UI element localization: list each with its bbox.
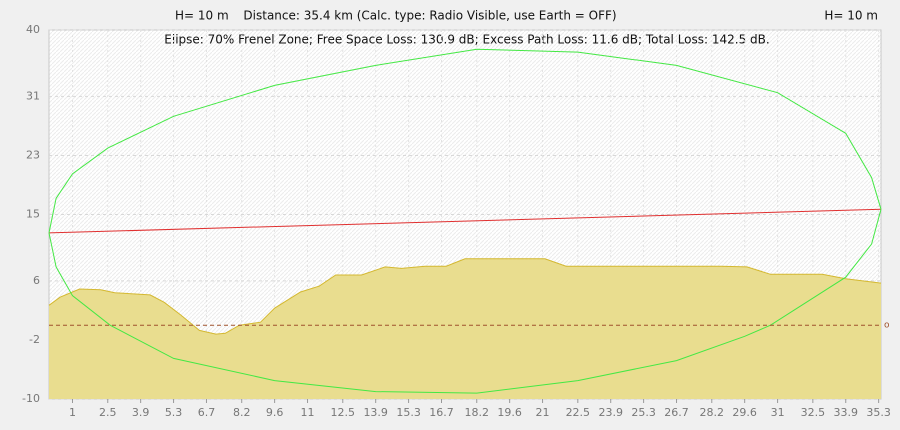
- x-tick-label: 31: [771, 406, 785, 419]
- y-tick-label: 15: [26, 208, 40, 221]
- x-tick-label: 16.7: [429, 406, 454, 419]
- x-tick-label: 26.7: [664, 406, 689, 419]
- y-tick-label: -10: [22, 392, 40, 405]
- series-line: [48, 48, 882, 234]
- x-tick-label: 29.6: [732, 406, 757, 419]
- x-tick-label: 23.9: [598, 406, 623, 419]
- reference-marker: o: [884, 321, 890, 331]
- series-line: [48, 208, 882, 234]
- y-tick-label: 23: [26, 148, 40, 161]
- x-tick-label: 13.9: [363, 406, 388, 419]
- x-tick-label: 2.5: [99, 406, 117, 419]
- x-tick-label: 25.3: [631, 406, 656, 419]
- x-tick-label: 6.7: [198, 406, 216, 419]
- x-tick-label: 19.6: [497, 406, 522, 419]
- terrain-line: [48, 258, 882, 335]
- terrain-area: [49, 258, 881, 399]
- chart-title: Distance: 35.4 km (Calc. type: Radio Vis…: [243, 9, 616, 23]
- series-layer: o: [48, 48, 890, 399]
- x-tick-label: 1: [69, 406, 76, 419]
- x-tick-label: 5.3: [165, 406, 183, 419]
- x-tick-label: 18.2: [465, 406, 490, 419]
- y-tick-label: 6: [33, 274, 40, 287]
- y-tick-label: 40: [26, 23, 40, 36]
- x-tick-label: 15.3: [396, 406, 421, 419]
- x-tick-label: 3.9: [132, 406, 150, 419]
- x-tick-label: 12.5: [331, 406, 356, 419]
- x-tick-label: 8.2: [233, 406, 251, 419]
- x-tick-label: 9.6: [266, 406, 284, 419]
- right-height: H= 10 m: [824, 9, 878, 23]
- y-tick-label: -2: [29, 333, 40, 346]
- x-tick-label: 35.3: [866, 406, 891, 419]
- x-tick-label: 33.9: [833, 406, 858, 419]
- series-line: [48, 209, 882, 394]
- y-tick-label: 31: [26, 89, 40, 102]
- x-tick-label: 22.5: [566, 406, 591, 419]
- x-tick-label: 11: [301, 406, 315, 419]
- left-height: H= 10 m: [175, 9, 229, 23]
- x-tick-label: 28.2: [700, 406, 725, 419]
- x-tick-label: 32.5: [801, 406, 826, 419]
- x-tick-label: 21: [536, 406, 550, 419]
- chart-subtitle: Elipse: 70% Frenel Zone; Free Space Loss…: [164, 33, 769, 47]
